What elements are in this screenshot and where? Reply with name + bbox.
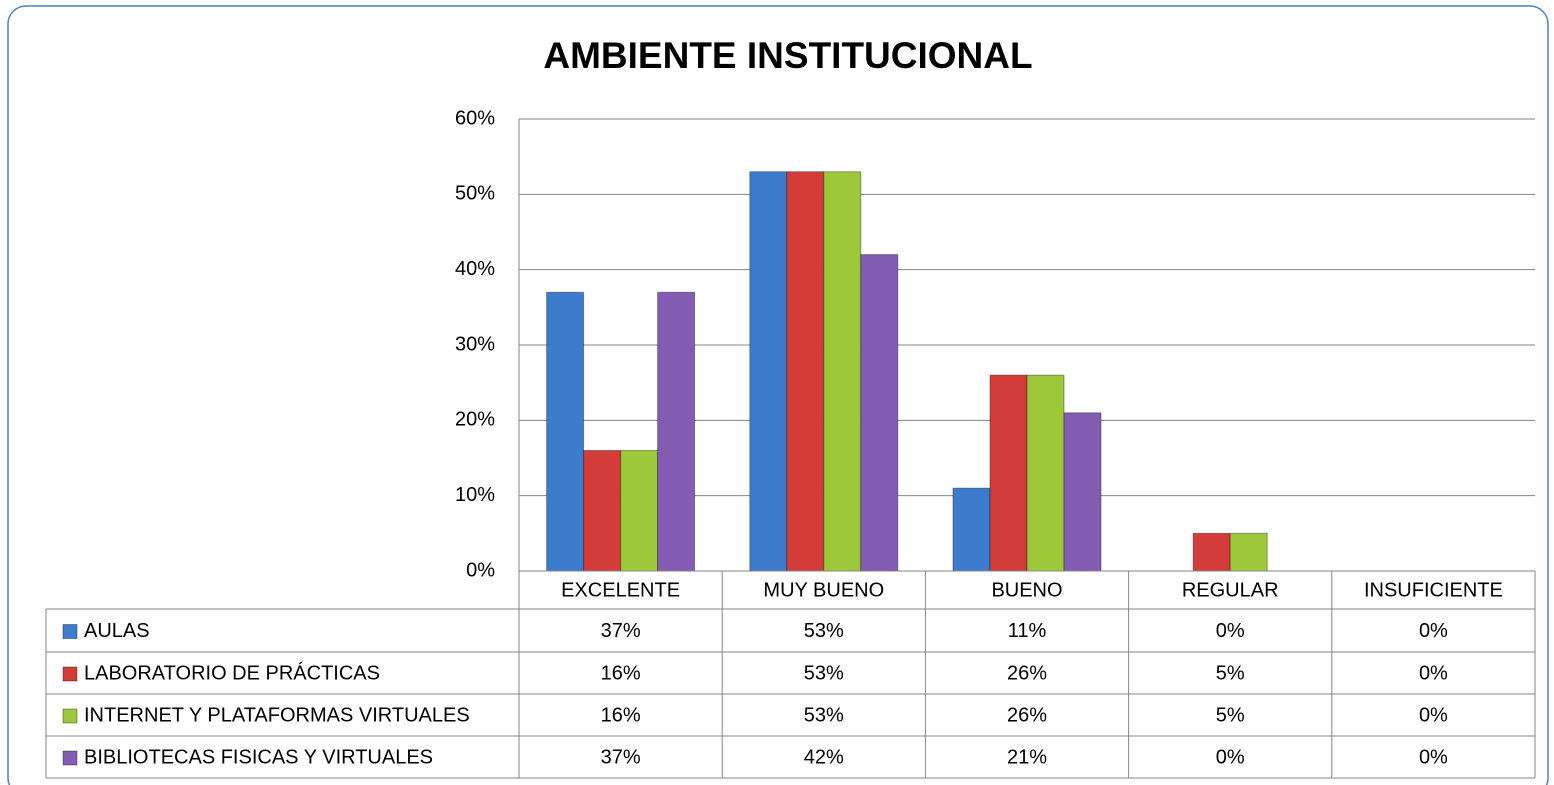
- table-value: 0%: [1419, 662, 1448, 684]
- table-value: 21%: [1007, 746, 1047, 768]
- legend-label: LABORATORIO DE PRÁCTICAS: [84, 661, 380, 684]
- legend-swatch: [62, 624, 78, 639]
- table-value: 16%: [601, 662, 641, 684]
- table-value: 53%: [804, 704, 844, 726]
- bar: [546, 291, 585, 572]
- bar: [583, 449, 622, 572]
- table-value: 0%: [1216, 620, 1245, 642]
- table-value: 26%: [1007, 662, 1047, 684]
- bar: [952, 487, 991, 572]
- bar: [860, 254, 899, 572]
- legend-swatch: [62, 750, 78, 766]
- y-tick-label: 30%: [455, 333, 495, 355]
- bar: [989, 374, 1028, 572]
- bar: [657, 291, 696, 572]
- table-value: 0%: [1419, 746, 1448, 768]
- table-value: 0%: [1419, 620, 1448, 642]
- bar: [1026, 374, 1065, 572]
- bar: [620, 449, 659, 572]
- table-value: 53%: [804, 662, 844, 684]
- bar: [823, 171, 862, 572]
- table-value: 37%: [601, 620, 641, 642]
- legend-swatch: [62, 666, 78, 682]
- table-value: 26%: [1007, 704, 1047, 726]
- x-tick-label: INSUFICIENTE: [1364, 579, 1503, 601]
- x-tick-label: BUENO: [991, 579, 1062, 601]
- bar: [749, 171, 788, 572]
- legend-swatch: [62, 708, 78, 724]
- x-tick-label: REGULAR: [1182, 579, 1279, 601]
- table-value: 42%: [804, 746, 844, 768]
- bar: [786, 171, 825, 572]
- y-tick-label: 50%: [455, 183, 495, 205]
- y-tick-label: 20%: [455, 409, 495, 431]
- y-tick-label: 40%: [455, 258, 495, 280]
- legend-label: INTERNET Y PLATAFORMAS VIRTUALES: [84, 704, 470, 726]
- table-value: 11%: [1008, 620, 1047, 642]
- table-value: 37%: [601, 746, 641, 768]
- legend-label: AULAS: [84, 620, 150, 642]
- table-value: 53%: [804, 620, 844, 642]
- table-value: 16%: [601, 704, 641, 726]
- y-tick-label: 10%: [455, 484, 495, 506]
- x-tick-label: EXCELENTE: [561, 579, 680, 601]
- bar: [1229, 532, 1268, 572]
- bar: [1192, 532, 1231, 572]
- table-value: 5%: [1216, 662, 1245, 684]
- y-tick-label: 0%: [466, 559, 495, 581]
- table-value: 5%: [1216, 704, 1245, 726]
- x-tick-label: MUY BUENO: [763, 579, 884, 601]
- legend-label: BIBLIOTECAS FISICAS Y VIRTUALES: [84, 746, 433, 768]
- chart-title: AMBIENTE INSTITUCIONAL: [543, 35, 1032, 76]
- y-tick-label: 60%: [455, 107, 495, 129]
- table-value: 0%: [1419, 704, 1448, 726]
- table-value: 0%: [1216, 746, 1245, 768]
- bar: [1063, 412, 1102, 572]
